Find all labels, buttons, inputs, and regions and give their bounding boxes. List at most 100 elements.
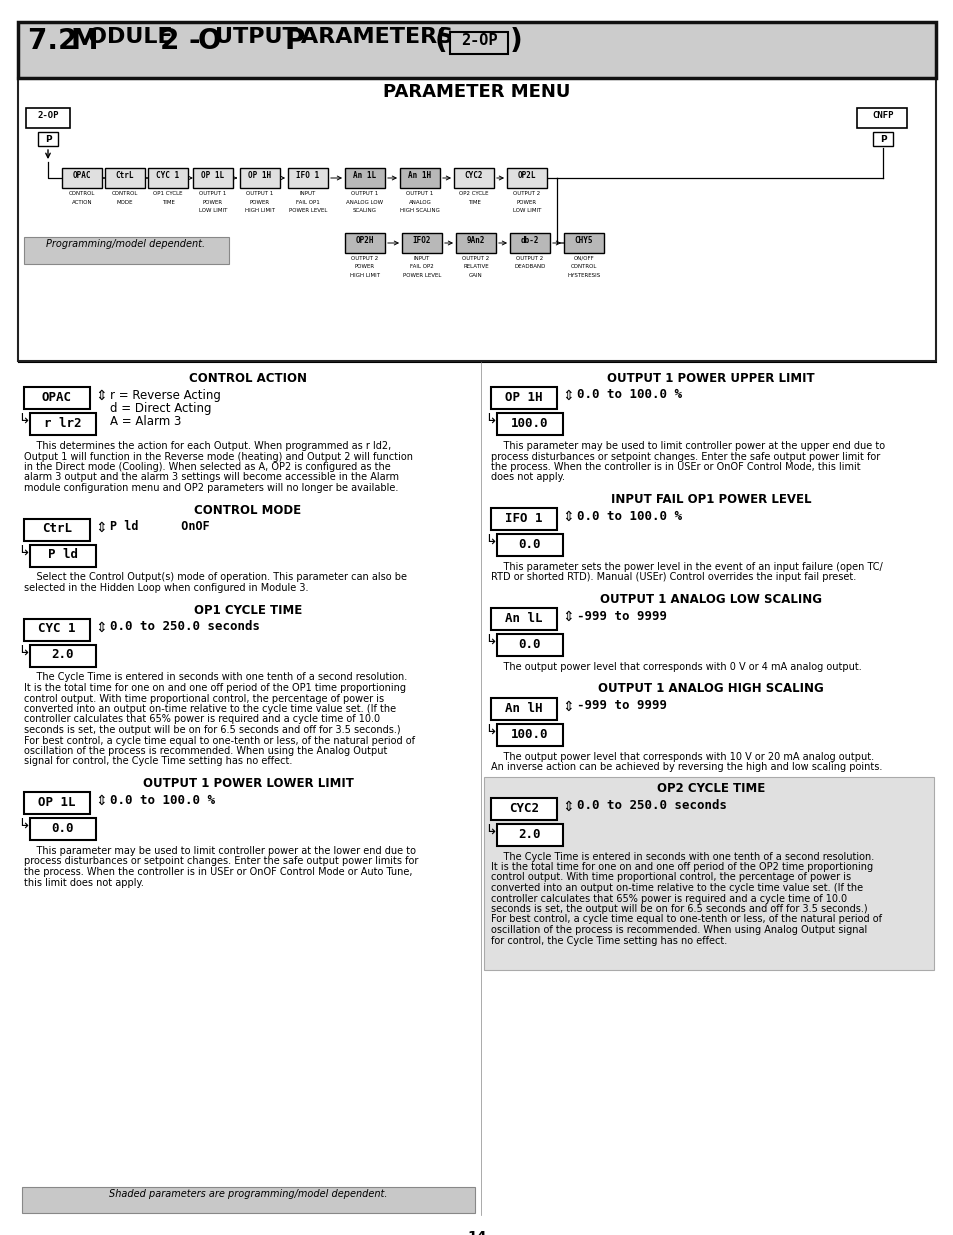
Text: 0.0 to 100.0 %: 0.0 to 100.0 % [577,389,681,401]
Bar [30,645,96,667]
Text: CtrL: CtrL [115,170,134,180]
Text: 2.0: 2.0 [51,648,74,662]
Text: CYC2: CYC2 [509,802,538,815]
Text: HYSTERESIS: HYSTERESIS [567,273,600,278]
Text: converted into an output on-time relative to the cycle time value set. (If the: converted into an output on-time relativ… [491,883,862,893]
Bar [510,233,550,253]
Text: ARAMETERS: ARAMETERS [301,27,460,47]
Bar [148,168,188,188]
Text: This parameter may be used to limit controller power at the lower end due to: This parameter may be used to limit cont… [24,846,416,856]
Text: oscillation of the process is recommended. When using the Analog Output: oscillation of the process is recommende… [24,746,387,756]
Text: For best control, a cycle time equal to one-tenth or less, of the natural period: For best control, a cycle time equal to … [24,736,415,746]
Bar [24,237,229,264]
Bar [24,387,90,409]
Bar [105,168,145,188]
Bar [345,168,385,188]
Text: Shaded parameters are programming/model dependent.: Shaded parameters are programming/model … [109,1189,387,1199]
Bar [18,78,935,361]
Text: CHY5: CHY5 [574,236,593,245]
Text: Output 1 will function in the Reverse mode (heating) and Output 2 will function: Output 1 will function in the Reverse mo… [24,452,413,462]
Text: control output. With time proportional control, the percentage of power is: control output. With time proportional c… [24,694,384,704]
Text: 14: 14 [467,1230,486,1235]
Bar [856,107,906,128]
Text: ↳: ↳ [18,412,30,427]
Text: ↳: ↳ [18,545,30,558]
Text: The Cycle Time is entered in seconds with one tenth of a second resolution.: The Cycle Time is entered in seconds wit… [491,851,873,862]
Text: d = Direct Acting: d = Direct Acting [110,403,212,415]
Text: OP1 CYCLE: OP1 CYCLE [153,191,183,196]
Text: process disturbances or setpoint changes. Enter the safe output power limit for: process disturbances or setpoint changes… [491,452,880,462]
Text: OUTPUT 2: OUTPUT 2 [516,256,543,261]
Text: ANALOG LOW: ANALOG LOW [346,200,383,205]
Text: This parameter may be used to limit controller power at the upper end due to: This parameter may be used to limit cont… [491,441,884,451]
Bar [401,233,441,253]
Text: 0.0: 0.0 [51,823,74,835]
Text: the process. When the controller is in USEr or OnOF Control Mode, this limit: the process. When the controller is in U… [491,462,860,472]
Text: -999 to 9999: -999 to 9999 [577,610,666,622]
Text: ⇕: ⇕ [561,799,573,814]
Text: ⇕: ⇕ [561,610,573,624]
Text: ODULE: ODULE [88,27,180,47]
Bar [22,1187,475,1213]
Bar [450,32,507,54]
Text: UTPUT: UTPUT [214,27,305,47]
Text: ACTION: ACTION [71,200,92,205]
Text: OUTPUT 2: OUTPUT 2 [513,191,540,196]
Bar [483,777,933,969]
Text: ↳: ↳ [484,534,497,548]
Text: ): ) [510,27,522,56]
Text: controller calculates that 65% power is required and a cycle time of 10.0: controller calculates that 65% power is … [491,893,846,904]
Text: POWER: POWER [250,200,270,205]
Text: RELATIVE: RELATIVE [463,264,488,269]
Text: For best control, a cycle time equal to one-tenth or less, of the natural period: For best control, a cycle time equal to … [491,914,882,925]
Text: 100.0: 100.0 [511,417,548,430]
Bar [497,534,562,556]
Text: ⇕: ⇕ [561,699,573,714]
Bar [24,519,90,541]
Text: INPUT: INPUT [299,191,315,196]
Text: db-2: db-2 [520,236,538,245]
Bar [24,619,90,641]
Text: POWER LEVEL: POWER LEVEL [402,273,440,278]
Bar [193,168,233,188]
Text: CONTROL MODE: CONTROL MODE [194,504,301,516]
Bar [491,798,557,820]
Text: INPUT: INPUT [414,256,430,261]
Bar [872,132,892,146]
Text: this limit does not apply.: this limit does not apply. [24,878,144,888]
Text: LOW LIMIT: LOW LIMIT [513,207,540,212]
Text: ⇕: ⇕ [95,389,107,403]
Text: CtrL: CtrL [42,522,71,536]
Text: It is the total time for one on and one off period of the OP2 time proportioning: It is the total time for one on and one … [491,862,872,872]
Text: IFO 1: IFO 1 [505,513,542,525]
Text: CONTROL: CONTROL [69,191,95,196]
Text: does not apply.: does not apply. [491,473,564,483]
Text: OUTPUT 1: OUTPUT 1 [246,191,274,196]
Text: 2 -: 2 - [160,27,210,56]
Text: (: ( [435,27,447,56]
Bar [454,168,494,188]
Text: 0.0 to 100.0 %: 0.0 to 100.0 % [110,794,214,806]
Bar [491,387,557,409]
Text: ↳: ↳ [484,412,497,427]
Text: 0.0: 0.0 [518,638,540,651]
Text: OP 1L: OP 1L [38,797,75,809]
Bar [497,824,562,846]
Bar [38,132,58,146]
Text: OPAC: OPAC [42,391,71,404]
Bar [24,792,90,814]
Text: FAIL OP2: FAIL OP2 [410,264,434,269]
Text: POWER: POWER [203,200,223,205]
Text: ⇕: ⇕ [95,520,107,535]
Bar [345,233,385,253]
Text: CYC 1: CYC 1 [156,170,179,180]
Text: An 1H: An 1H [408,170,431,180]
Bar [491,698,557,720]
Text: ⇕: ⇕ [561,510,573,524]
Text: 2-OP: 2-OP [37,111,59,120]
Bar [18,22,935,78]
Text: An 1L: An 1L [353,170,376,180]
Text: in the Direct mode (Cooling). When selected as A, OP2 is configured as the: in the Direct mode (Cooling). When selec… [24,462,391,472]
Text: 100.0: 100.0 [511,727,548,741]
Bar [240,168,280,188]
